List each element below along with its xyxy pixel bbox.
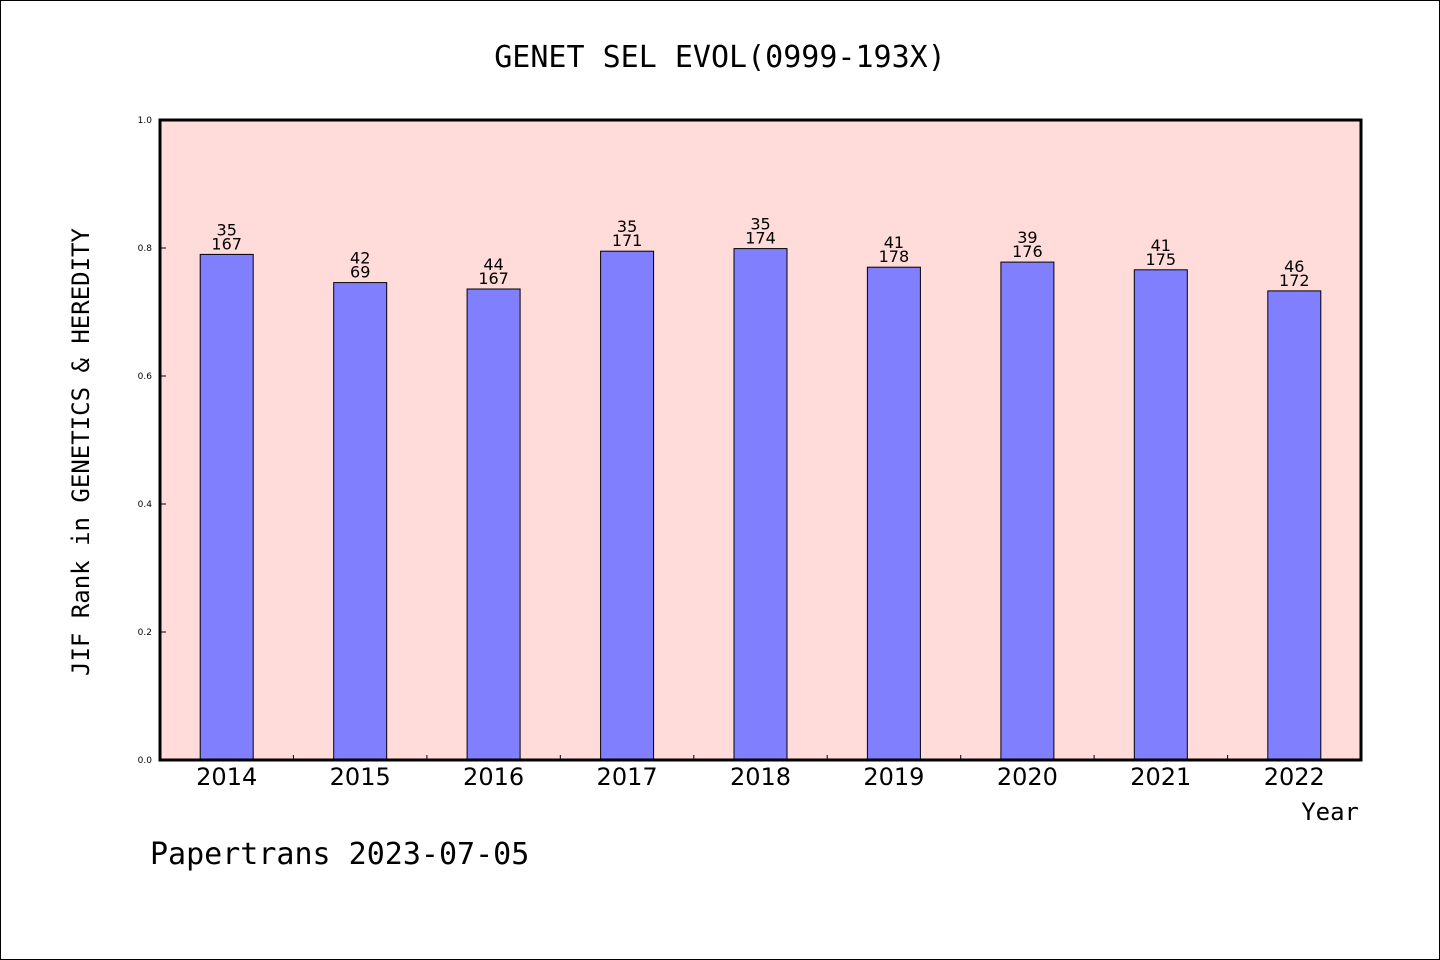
bar-total-label: 167 <box>211 234 242 253</box>
bar-total-label: 178 <box>879 247 910 266</box>
y-tick-label: 0.4 <box>138 500 153 510</box>
x-tick-label: 2020 <box>997 763 1058 791</box>
y-tick-label: 0.0 <box>138 756 153 766</box>
x-axis-label: Year <box>1301 798 1359 826</box>
bar-total-label: 176 <box>1012 242 1043 261</box>
y-tick-label: 0.2 <box>138 628 152 638</box>
x-tick-label: 2015 <box>330 763 391 791</box>
y-axis-label: JIF Rank in GENETICS & HEREDITY <box>67 227 95 675</box>
bar-total-label: 172 <box>1279 271 1310 290</box>
bar-rank-label: 39 <box>1017 228 1037 247</box>
bar-2022 <box>1267 290 1322 761</box>
bar-total-label: 167 <box>478 269 509 288</box>
bar-rank-label: 44 <box>483 255 503 274</box>
bar-2021 <box>1133 269 1188 761</box>
y-tick-label: 0.6 <box>138 372 153 382</box>
x-tick-label: 2019 <box>863 763 924 791</box>
bar-2016 <box>466 288 521 761</box>
bar-2017 <box>600 250 655 761</box>
bar-2018 <box>733 248 788 761</box>
chart-title: GENET SEL EVOL(0999-193X) <box>494 40 946 75</box>
bar-2015 <box>333 282 388 761</box>
bar-2014 <box>199 253 254 761</box>
bar-rank-label: 35 <box>217 220 237 239</box>
x-tick-label: 2017 <box>597 763 658 791</box>
bar-rank-label: 41 <box>884 233 904 252</box>
bar-total-label: 174 <box>745 229 776 248</box>
bar-total-label: 171 <box>612 231 643 250</box>
x-tick-label: 2014 <box>196 763 257 791</box>
bar-total-label: 175 <box>1146 250 1177 269</box>
footer-text: Papertrans 2023-07-05 <box>150 837 529 872</box>
x-tick-label: 2021 <box>1130 763 1191 791</box>
x-tick-label: 2016 <box>463 763 524 791</box>
x-tick-label: 2022 <box>1264 763 1325 791</box>
bar-rank-label: 35 <box>617 217 637 236</box>
y-tick-label: 0.8 <box>138 244 153 254</box>
plot-border <box>158 118 1363 762</box>
bar-rank-label: 41 <box>1151 236 1171 255</box>
bar-2019 <box>866 266 921 761</box>
bar-rank-label: 42 <box>350 249 370 268</box>
x-axis: 2014 2015 2016 2017 2018 2019 2020 2021 2022 <box>196 755 1325 791</box>
bar-rank-label: 35 <box>750 215 770 234</box>
bar-total-label: 69 <box>350 263 370 282</box>
x-tick-label: 2018 <box>730 763 791 791</box>
bar-2020 <box>1000 261 1055 761</box>
y-tick-label: 1.0 <box>138 116 153 126</box>
bar-rank-label: 46 <box>1284 257 1304 276</box>
